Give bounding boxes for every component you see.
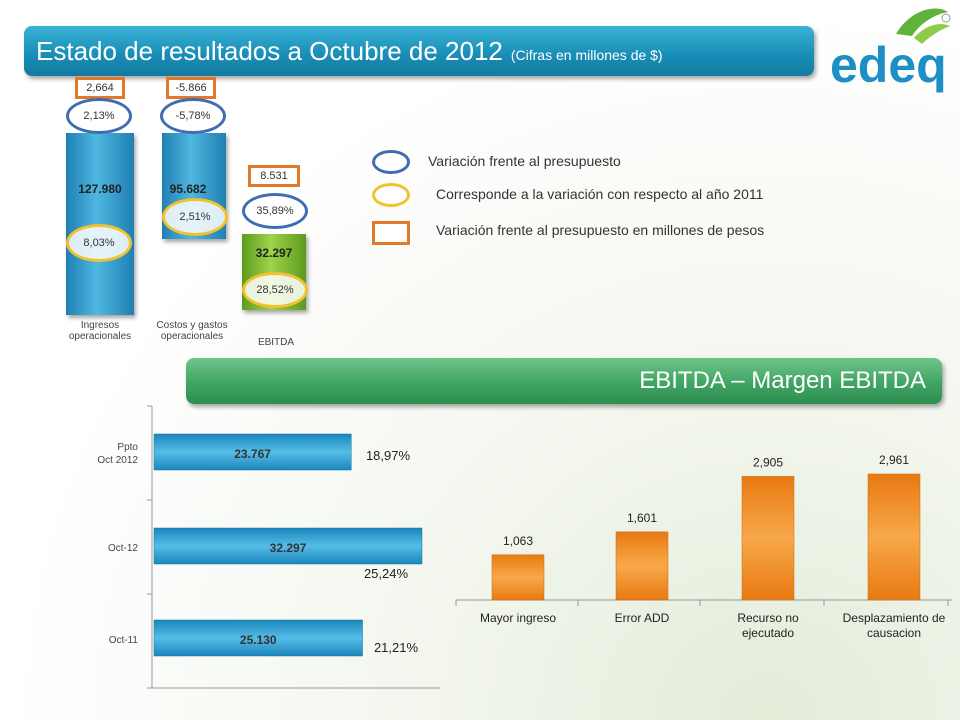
hbar-value-label: 32.297 bbox=[270, 541, 307, 555]
vbar bbox=[741, 476, 795, 601]
hbar-category-label: Oct-12 bbox=[108, 543, 138, 554]
legend-orange-text: Variación frente al presupuesto en millo… bbox=[436, 222, 765, 238]
edeq-logo: edeq bbox=[830, 8, 951, 93]
ingresos-variance-budget: 2,13% bbox=[66, 98, 132, 134]
vbar bbox=[491, 554, 545, 601]
vbar bbox=[867, 473, 921, 601]
ebitda-horizontal-bar-chart: 23.767 Ppto Oct 2012 18,97% 32.297 Oct-12 25,2… bbox=[97, 405, 440, 689]
costos-variance-pesos: -5.866 bbox=[166, 77, 216, 99]
title-banner: Estado de resultados a Octubre de 2012 (… bbox=[24, 26, 814, 76]
bar-ingresos-value: 127.980 bbox=[78, 182, 122, 196]
bar-ebitda-value: 32.297 bbox=[255, 246, 293, 260]
vbar-value-label: 1,601 bbox=[627, 511, 657, 525]
ebitda-variance-pesos: 8.531 bbox=[248, 165, 300, 187]
vbar-category-label: Desplazamiento de causacion bbox=[843, 611, 946, 640]
vbar-value-label: 1,063 bbox=[503, 534, 533, 548]
vbar-category-label: Recurso no ejecutado bbox=[737, 611, 799, 640]
legend-yellow-text: Corresponde a la variación con respecto … bbox=[436, 186, 764, 202]
bar-costos-value: 95.682 bbox=[169, 182, 207, 196]
legend-blue-text: Variación frente al presupuesto bbox=[428, 153, 621, 169]
hbar-margin-label: 18,97% bbox=[366, 448, 411, 463]
section-banner: EBITDA – Margen EBITDA bbox=[186, 358, 942, 404]
legend-blue-circle-icon bbox=[372, 150, 410, 174]
ebitda-label: EBITDA bbox=[257, 337, 295, 348]
page-subtitle: (Cifras en millones de $) bbox=[510, 47, 663, 63]
hbar bbox=[153, 619, 363, 657]
hbar-category-label: Oct-11 bbox=[109, 635, 139, 646]
costos-variance-budget: -5,78% bbox=[160, 98, 226, 134]
hbar bbox=[153, 527, 423, 565]
vbar-value-label: 2,961 bbox=[879, 453, 909, 467]
ebitda-variance-2011: 28,52% bbox=[242, 272, 308, 308]
page-title: Estado de resultados a Octubre de 2012 bbox=[36, 35, 503, 66]
vbar-value-label: 2,905 bbox=[753, 455, 783, 469]
ingresos-variance-2011: 8,03% bbox=[66, 224, 132, 262]
ingresos-variance-pesos: 2,664 bbox=[75, 77, 125, 99]
hbar-margin-label: 21,21% bbox=[374, 640, 419, 655]
hbar-margin-label: 25,24% bbox=[364, 566, 409, 581]
hbar-category-label: Ppto Oct 2012 bbox=[97, 442, 138, 466]
section-title: EBITDA – Margen EBITDA bbox=[639, 367, 926, 394]
costos-variance-2011: 2,51% bbox=[162, 198, 228, 236]
variance-bar-chart: 1,063 Mayor ingreso 1,601 Error ADD 2,905 Rec… bbox=[455, 453, 952, 640]
legend-yellow-circle-icon bbox=[372, 183, 410, 207]
logo-text: edeq bbox=[830, 37, 947, 93]
hbar-value-label: 23.767 bbox=[234, 447, 271, 461]
hbar-value-label: 25.130 bbox=[240, 633, 277, 647]
vbar-category-label: Mayor ingreso bbox=[480, 611, 556, 625]
legend-orange-box-icon bbox=[372, 221, 410, 245]
vbar-category-label: Error ADD bbox=[615, 611, 670, 625]
ebitda-variance-budget: 35,89% bbox=[242, 193, 308, 229]
costos-label: Costos y gastos operacionales bbox=[156, 320, 228, 342]
hbar bbox=[153, 433, 352, 471]
vbar bbox=[615, 531, 669, 601]
ingresos-label: Ingresos operacionales bbox=[68, 320, 132, 342]
